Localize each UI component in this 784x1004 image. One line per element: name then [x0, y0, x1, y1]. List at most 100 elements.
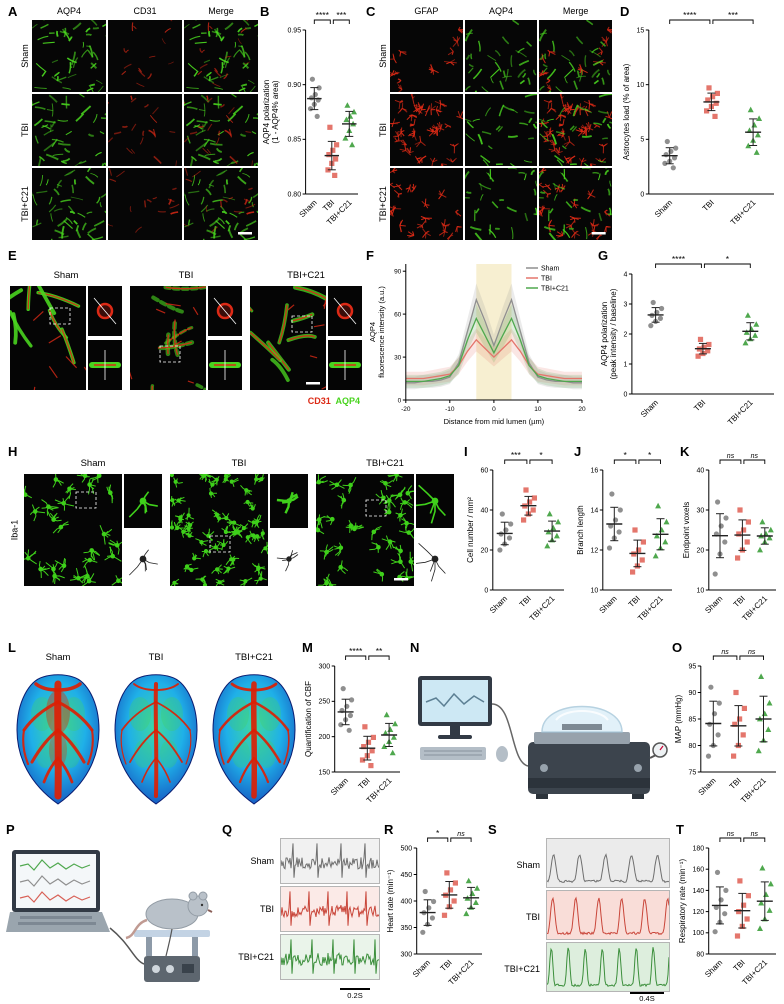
svg-text:350: 350 [401, 925, 413, 932]
ecg-trace-tbic21 [280, 934, 380, 980]
svg-text:95: 95 [689, 663, 697, 670]
svg-text:*: * [726, 254, 730, 264]
svg-text:180: 180 [693, 845, 705, 852]
svg-text:20: 20 [481, 547, 489, 554]
svg-text:****: **** [672, 254, 686, 264]
panel-b: B 0.80 0.85 0.90 0.95 Sham TBI TBI+C21 **** *** A… [260, 4, 362, 240]
svg-text:Distance from mid lumen (µm): Distance from mid lumen (µm) [444, 417, 545, 426]
svg-text:Sham: Sham [697, 776, 718, 797]
panel-k: K 10 20 30 40 Sham TBI TBI+C21 ns ns Endpoint vox… [680, 444, 780, 636]
panel-letter-i: I [464, 444, 468, 459]
microscopy-cell [32, 20, 106, 92]
microscopy-cell [184, 94, 258, 166]
panel-e: E Sham TBI TBI+C21 CD31 AQP4 [8, 248, 362, 440]
svg-text:140: 140 [693, 888, 705, 895]
svg-text:TBI: TBI [541, 276, 552, 283]
svg-text:Heart rate (min⁻¹): Heart rate (min⁻¹) [386, 869, 395, 932]
svg-text:*: * [648, 450, 652, 460]
svg-text:80: 80 [689, 743, 697, 750]
svg-text:AQP4: AQP4 [368, 322, 377, 342]
svg-text:0.95: 0.95 [287, 27, 301, 34]
channel-legend: CD31 AQP4 [208, 396, 360, 406]
svg-text:120: 120 [693, 909, 705, 916]
immunofluorescence-grid-gfap-aqp4: GFAP AQP4 Merge Sham TBI TBI+C21 [376, 6, 612, 240]
panel-n: N [410, 640, 668, 818]
cbf-brain-map-tbi [114, 674, 198, 805]
cable [109, 927, 145, 965]
panel-letter-o: O [672, 640, 683, 655]
microglia-image-row: Sham TBI TBI+C21 [8, 446, 460, 636]
aqp4-inset [88, 340, 122, 390]
row-label: TBI [19, 122, 30, 138]
ecg-label-tbic21: TBI+C21 [238, 952, 274, 962]
svg-text:*: * [539, 450, 543, 460]
svg-text:400: 400 [401, 898, 413, 905]
resp-trace-tbic21 [546, 942, 670, 992]
scale-bar [238, 232, 252, 235]
svg-text:Sham: Sham [598, 594, 619, 615]
svg-text:ns: ns [751, 453, 759, 460]
svg-text:TBI: TBI [692, 398, 707, 413]
resp-label-tbic21: TBI+C21 [504, 964, 540, 974]
panel-h: H Iba-1 Sham TBI TBI+C21 [8, 444, 460, 636]
svg-text:0.85: 0.85 [287, 137, 301, 144]
microglia-zoom-inset [124, 474, 162, 528]
row-label: Sham [19, 44, 30, 68]
svg-text:85: 85 [689, 716, 697, 723]
svg-text:Sham: Sham [298, 198, 319, 219]
svg-text:TBI: TBI [701, 198, 716, 213]
microscopy-cell [108, 168, 182, 240]
microscopy-cell [390, 168, 463, 240]
svg-text:*: * [436, 828, 440, 838]
panel-j: J 10 12 14 16 Sham TBI TBI+C21 * * Branch length [574, 444, 676, 636]
svg-text:ns: ns [751, 831, 759, 838]
immunofluorescence-grid-aqp4-cd31: AQP4 CD31 Merge Sham TBI TBI+C21 [18, 6, 258, 240]
svg-text:3: 3 [623, 301, 627, 308]
microglia-skeleton-inset [270, 532, 308, 586]
svg-text:250: 250 [319, 699, 331, 706]
svg-text:fluorescence intensity (a.u.): fluorescence intensity (a.u.) [377, 286, 386, 378]
svg-text:0: 0 [398, 397, 402, 404]
column-label: Merge [208, 6, 234, 16]
panel-i: I 0 20 40 60 Sham TBI TBI+C21 *** * Cell number /… [464, 444, 568, 636]
svg-text:****: **** [683, 10, 697, 20]
svg-text:TBI: TBI [732, 594, 747, 609]
column-label: AQP4 [489, 6, 514, 16]
rat-tail [125, 918, 148, 940]
microscopy-cell [108, 94, 182, 166]
svg-text:200: 200 [319, 734, 331, 741]
keyboard-icon [420, 747, 486, 760]
time-scale-label: 0.4S [639, 994, 655, 1003]
svg-text:Sham: Sham [703, 594, 724, 615]
vessel-image [130, 286, 206, 390]
panel-letter-j: J [574, 444, 582, 459]
panel-f: F 0 30 60 90 -20 -10 0 10 20 Distance from mid lu… [366, 248, 590, 440]
panel-l: L Sham TBI TBI+C21 [8, 640, 300, 818]
svg-text:10: 10 [637, 82, 645, 89]
scale-bar [394, 578, 408, 581]
svg-text:Sham: Sham [541, 266, 559, 273]
row-label: TBI+C21 [19, 186, 30, 222]
cbf-brain-map-tbic21 [212, 674, 296, 805]
aqp4-legend-label: AQP4 [335, 396, 360, 406]
zoom-box [291, 315, 313, 333]
svg-text:150: 150 [319, 769, 331, 776]
ecg-label-tbi: TBI [259, 904, 274, 914]
panel-letter-k: K [680, 444, 690, 459]
svg-text:TBI+C21: TBI+C21 [636, 594, 665, 623]
panel-r: R 300 350 400 450 500 Sham TBI TBI+C21 * ns Heart … [384, 822, 486, 1000]
cbf-map-title-tbic21: TBI+C21 [235, 652, 273, 663]
svg-text:10: 10 [697, 587, 705, 594]
panel-letter-n: N [410, 640, 420, 655]
microglia-image [170, 474, 268, 586]
panel-c: C GFAP AQP4 Merge Sham TBI TBI+C21 [366, 4, 612, 242]
svg-text:1: 1 [623, 361, 627, 368]
svg-text:75: 75 [689, 769, 697, 776]
svg-text:TBI: TBI [627, 594, 642, 609]
svg-text:TBI: TBI [732, 958, 747, 973]
svg-text:Sham: Sham [488, 594, 509, 615]
